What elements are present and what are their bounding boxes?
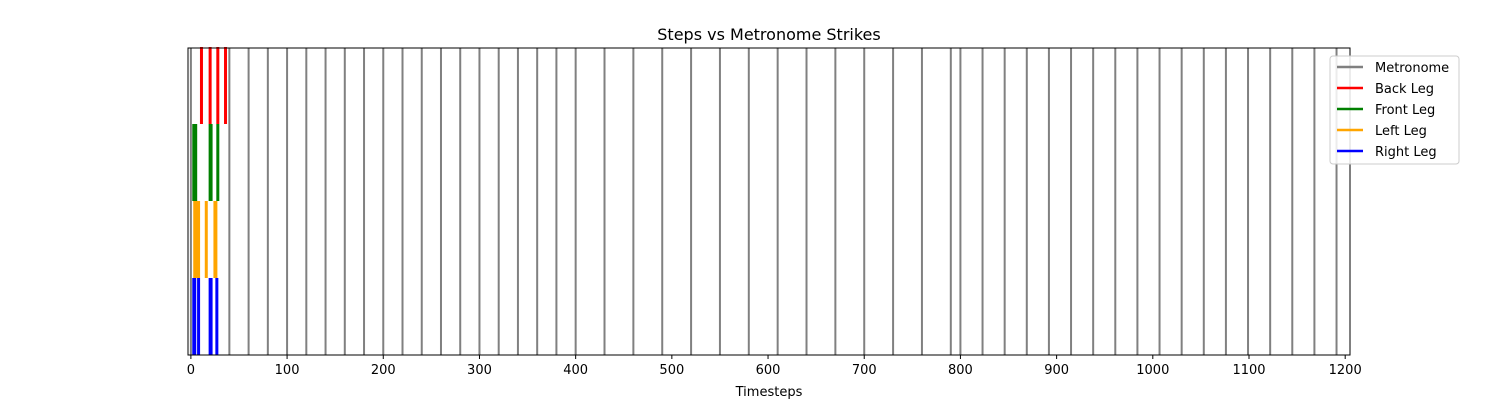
- legend-label-back-leg: Back Leg: [1375, 82, 1434, 97]
- legend-label-right-leg: Right Leg: [1375, 145, 1437, 160]
- chart-title: Steps vs Metronome Strikes: [657, 25, 880, 44]
- x-tick-label: 500: [659, 363, 684, 378]
- x-tick-label: 100: [275, 363, 300, 378]
- x-tick-label: 600: [756, 363, 781, 378]
- legend: Metronome Back Leg Front Leg Left Leg Right …: [1329, 55, 1460, 165]
- x-tick-label: 700: [852, 363, 877, 378]
- legend-box: [1329, 55, 1460, 165]
- x-axis-label: Timesteps: [735, 385, 803, 400]
- legend-label-front-leg: Front Leg: [1375, 103, 1435, 118]
- x-tick-label: 0: [187, 363, 195, 378]
- event-lines: [189, 47, 1338, 355]
- x-tick-label: 1200: [1329, 363, 1362, 378]
- plot-frame: [187, 47, 1351, 356]
- x-tick-label: 900: [1044, 363, 1069, 378]
- legend-label-left-leg: Left Leg: [1375, 124, 1427, 139]
- x-axis-ticks: 0 100 200 300 400 500 600 700 800 900 1000 1100 1200: [187, 355, 1362, 378]
- x-tick-label: 1100: [1232, 363, 1265, 378]
- x-tick-label: 300: [467, 363, 492, 378]
- legend-label-metronome: Metronome: [1375, 61, 1449, 76]
- x-tick-label: 200: [371, 363, 396, 378]
- x-tick-label: 1000: [1136, 363, 1169, 378]
- x-tick-label: 400: [563, 363, 588, 378]
- x-tick-label: 800: [948, 363, 973, 378]
